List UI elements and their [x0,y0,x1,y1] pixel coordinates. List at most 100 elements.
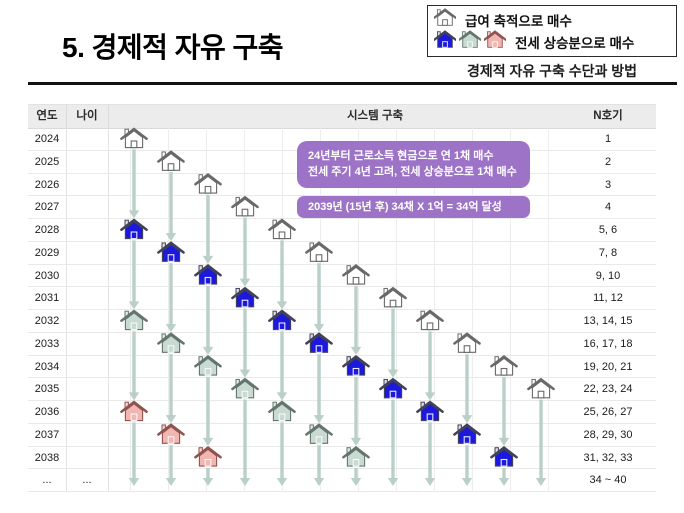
table-row: 2030 9, 10 [28,264,656,288]
column-separator [108,241,109,264]
column-separator [66,128,67,150]
column-separator [108,446,109,469]
table-body: 2024 1 2025 2 2026 3 2027 4 2028 5, 6 2029 7, 8 2030… [28,128,656,492]
callout-goal-line1: 2039년 (15년 후) 34채 X 1억 = 34억 달성 [308,201,502,213]
column-separator [108,264,109,287]
age-cell [66,310,108,333]
year-cell: 2036 [34,406,60,418]
units-cell: 22, 23, 24 [583,383,633,396]
column-separator [108,310,109,332]
page-title: 5. 경제적 자유 구축 [62,32,284,63]
age-cell [66,356,108,379]
callout-plan-line2: 전세 주기 4년 고려, 전세 상승분으로 1채 매수 [308,166,517,178]
units-cell: 34 ~ 40 [589,474,627,487]
age-cell [66,242,108,265]
year-cell: 2027 [34,201,60,214]
age-cell [66,378,108,401]
grid-line [548,128,549,492]
column-separator [108,355,109,378]
units-cell: 5, 6 [598,224,618,236]
column-separator [66,355,67,378]
age-cell [66,196,108,219]
column-separator [66,219,67,241]
table-header: 연도 나이 시스템 구축 N호기 [28,104,656,129]
year-cell: 2032 [34,315,60,327]
table-row: 2038 31, 32, 33 [28,446,656,470]
year-cell: 2029 [34,246,60,259]
units-cell: 11, 12 [593,292,623,305]
units-cell: 31, 32, 33 [583,451,633,464]
table-row: 2033 16, 17, 18 [28,332,656,356]
house-icon-jeonse3 [483,30,507,48]
callout-plan-line1: 24년부터 근로소득 현금으로 연 1채 매수 [308,150,494,162]
column-separator [108,150,109,173]
grid-line [130,128,131,492]
grid-line [510,128,511,492]
table-row: 2031 11, 12 [28,287,656,310]
year-cell: 2031 [34,292,60,305]
grid-line [396,128,397,492]
column-separator [108,219,109,241]
column-separator [66,150,67,173]
age-cell [66,333,108,356]
table-row: 2035 22, 23, 24 [28,378,656,401]
legend-row-jeonse: 전세 상승분으로 매수 [433,30,670,54]
year-cell: ... [42,474,52,487]
column-separator [66,401,67,423]
year-cell: 2034 [34,360,60,373]
legend-jeonse-label: 전세 상승분으로 매수 [515,36,635,51]
age-cell [66,401,108,424]
column-separator [108,378,109,400]
units-cell: 3 [604,178,612,191]
column-separator [108,128,109,150]
units-cell: 9, 10 [595,269,621,282]
table-row: 2034 19, 20, 21 [28,355,656,379]
age-cell [66,424,108,447]
table-row: ...... 34 ~ 40 [28,469,656,492]
column-separator [66,310,67,332]
year-cell: 2030 [34,269,60,282]
year-cell: 2038 [34,451,60,464]
house-jeonse-pink-icon [483,30,507,54]
column-separator [66,264,67,287]
age-cell [66,174,108,197]
year-cell: 2025 [34,155,60,168]
column-separator [66,423,67,446]
grid-line [206,128,207,492]
units-cell: 7, 8 [598,246,618,259]
header-units: N호기 [593,110,623,122]
units-cell: 1 [604,133,612,145]
year-cell: 2026 [34,178,60,191]
year-cell: 2037 [34,428,60,441]
house-icon-jeonse1 [433,30,457,48]
units-cell: 19, 20, 21 [583,360,633,373]
column-separator [108,173,109,196]
age-cell [66,151,108,174]
house-icon-jeonse2 [458,30,482,48]
grid-line [282,128,283,492]
column-separator [108,469,109,491]
column-separator [66,196,67,218]
table-row: 2032 13, 14, 15 [28,310,656,333]
house-jeonse-green-icon [458,30,482,54]
house-salary-icon [433,8,457,32]
column-separator [66,332,67,355]
legend-row-salary: 급여 축적으로 매수 [433,8,670,32]
table-row: 2027 4 [28,196,656,219]
column-separator [66,173,67,196]
house-jeonse-blue-icon [433,30,457,54]
age-cell [66,447,108,470]
column-separator [66,287,67,309]
units-cell: 4 [604,201,612,214]
units-cell: 25, 26, 27 [583,406,633,418]
table-row: 2036 25, 26, 27 [28,401,656,424]
column-separator [108,287,109,309]
units-cell: 16, 17, 18 [583,337,633,350]
age-cell [66,128,108,151]
house-icon-salary [433,8,457,26]
table-row: 2028 5, 6 [28,219,656,242]
legend-salary-label: 급여 축적으로 매수 [465,14,572,29]
table-row: 2026 3 [28,173,656,197]
header-year: 연도 [36,110,58,122]
